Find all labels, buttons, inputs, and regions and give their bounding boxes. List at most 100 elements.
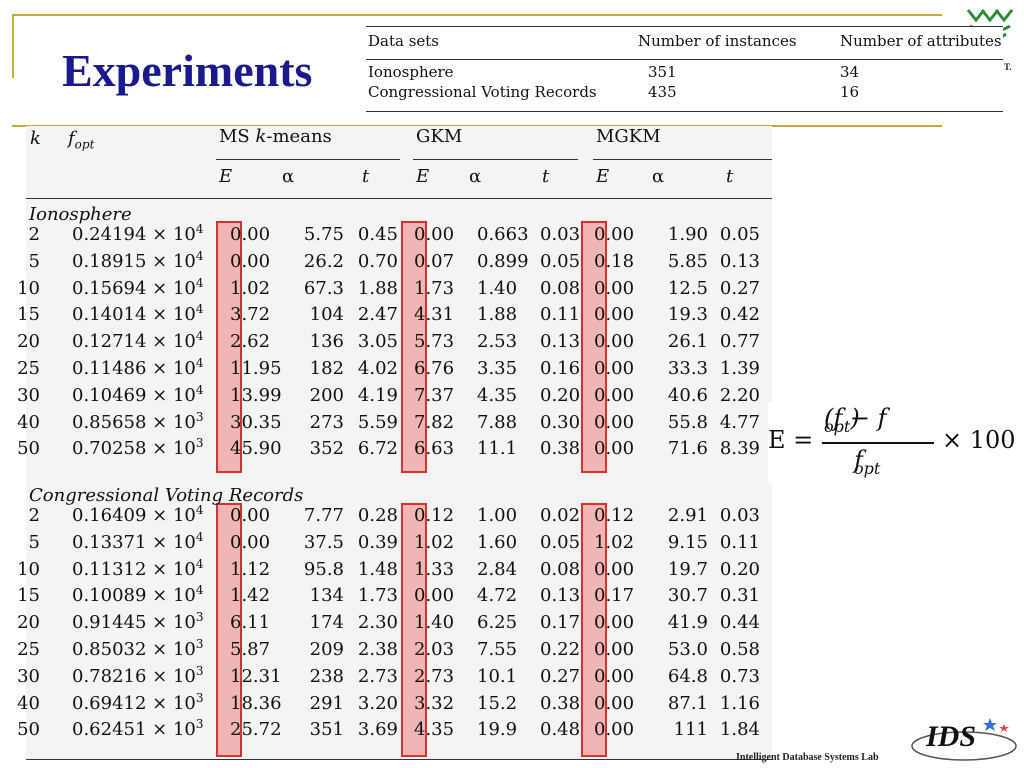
top-accent-line [12,14,942,16]
cell-k: 30 [17,384,40,406]
cell-mgkm-t: 0.73 [719,665,760,687]
cell-mgkm-t: 0.31 [719,585,760,607]
cell-ms-e: 1.12 [230,558,271,580]
group-mgkm: MGKM [596,126,661,147]
cell-fopt: 0.15694 × 104 [72,276,204,299]
cell-gkm-e: 6.76 [414,358,455,379]
datasets-table-header [366,27,1003,60]
cell-ms-alpha: 67.3 [303,277,344,299]
cell-ms-e: 30.35 [230,411,282,433]
gkm-col-alpha: α [469,166,482,187]
cell-gkm-e: 2.03 [414,639,455,660]
cell-k: 10 [17,277,40,299]
cell-mgkm-t: 1.84 [719,719,760,741]
gkm-e-highlight-ionosphere [401,221,427,473]
cell-fopt-exponent: 4 [195,583,204,598]
cell-fopt-base: 0.16409 × 10 [72,505,196,526]
cell-fopt-exponent: 3 [195,409,204,424]
formula-fraction-bar [822,442,934,444]
group-ms-kmeans: MS k-means [219,126,332,147]
datasets-row-attributes: 16 [840,83,860,101]
cell-gkm-t: 0.27 [540,665,581,687]
cell-k: 10 [17,558,40,580]
cell-fopt-base: 0.62451 × 10 [72,719,196,741]
header-bottom-rule [26,198,772,199]
cell-gkm-e: 0.07 [414,250,455,272]
cell-ms-e: 5.87 [230,639,271,660]
cell-gkm-e: 1.73 [414,277,455,299]
cell-fopt: 0.11312 × 104 [72,557,204,580]
cell-fopt-base: 0.69412 × 10 [72,692,196,714]
cell-mgkm-alpha: 111 [673,719,708,741]
ms-col-t: t [362,166,370,187]
cell-ms-alpha: 273 [309,411,344,433]
cell-k: 2 [28,505,40,526]
cell-fopt: 0.70258 × 103 [72,436,204,459]
cell-gkm-e: 3.32 [414,692,455,714]
cell-fopt-base: 0.24194 × 10 [72,224,196,245]
cell-gkm-alpha: 15.2 [477,692,518,714]
cell-gkm-alpha: 4.35 [477,384,518,406]
cell-mgkm-t: 8.39 [719,438,760,460]
cell-ms-e: 0.00 [230,531,271,553]
cell-ms-alpha: 351 [309,719,344,741]
cell-k: 20 [17,612,40,634]
gkm-col-e: E [416,166,430,187]
mgkm-col-t: t [726,166,734,187]
group-ms-rest: -means [266,126,332,147]
cell-gkm-e: 2.73 [414,665,455,687]
datasets-row-instances: 435 [648,83,677,101]
cell-mgkm-e: 0.12 [594,505,635,526]
formula-numerator-main: (f − f [824,404,887,432]
mgkm-col-e: E [596,166,610,187]
cell-fopt: 0.69412 × 103 [72,691,204,714]
cell-gkm-alpha: 10.1 [477,665,518,687]
cell-gkm-e: 0.00 [414,585,455,607]
cell-gkm-alpha: 1.00 [477,505,518,526]
cell-mgkm-alpha: 55.8 [667,411,708,433]
cell-fopt: 0.12714 × 104 [72,329,204,352]
cell-mgkm-e: 1.02 [594,531,635,553]
formula-multiplier: × 100 [942,426,1016,454]
mgkm-col-alpha: α [652,166,665,187]
cell-ms-e: 0.00 [230,505,271,526]
cell-mgkm-t: 0.11 [719,531,760,553]
gkm-e-highlight-congress [401,503,427,757]
cell-k: 5 [28,250,40,272]
cell-k: 15 [17,304,40,326]
cell-fopt-exponent: 4 [195,382,204,397]
footer-lab-name: Intelligent Database Systems Lab [736,752,879,763]
datasets-row-instances: 351 [648,63,677,81]
cell-mgkm-alpha: 19.3 [667,304,708,326]
datasets-header-name: Data sets [368,32,440,50]
cell-ms-alpha: 95.8 [303,558,344,580]
formula-numerator: (f − f opt) [824,404,887,436]
cell-mgkm-e: 0.00 [594,438,635,460]
cell-ms-t: 5.59 [357,411,398,433]
cell-fopt: 0.91445 × 103 [72,610,204,633]
cell-mgkm-e: 0.00 [594,558,635,580]
cell-gkm-alpha: 2.84 [477,558,518,580]
cell-fopt-base: 0.10089 × 10 [72,585,196,607]
cell-gkm-alpha: 1.40 [477,277,518,299]
cell-mgkm-alpha: 64.8 [667,665,708,687]
cell-ms-alpha: 37.5 [303,531,344,553]
cell-ms-e: 0.00 [230,224,271,245]
cell-gkm-e: 1.40 [414,612,455,634]
cell-gkm-t: 0.22 [540,639,581,660]
cell-ms-e: 1.02 [230,277,271,299]
group-gkm: GKM [416,126,463,147]
cell-mgkm-t: 0.58 [719,639,760,660]
cell-fopt-base: 0.10469 × 10 [72,384,196,406]
cell-mgkm-e: 0.00 [594,665,635,687]
cell-gkm-t: 0.13 [540,331,581,353]
cell-gkm-t: 0.05 [540,250,581,272]
cell-gkm-t: 0.02 [540,505,581,526]
cell-ms-t: 1.73 [357,585,398,607]
cell-ms-e: 2.62 [230,331,271,353]
formula-numerator-sub: opt [824,416,851,436]
cell-ms-t: 1.48 [357,558,398,580]
cell-ms-e: 1.42 [230,585,271,607]
ms-e-highlight-ionosphere [216,221,242,473]
cell-fopt-base: 0.11486 × 10 [72,358,196,379]
